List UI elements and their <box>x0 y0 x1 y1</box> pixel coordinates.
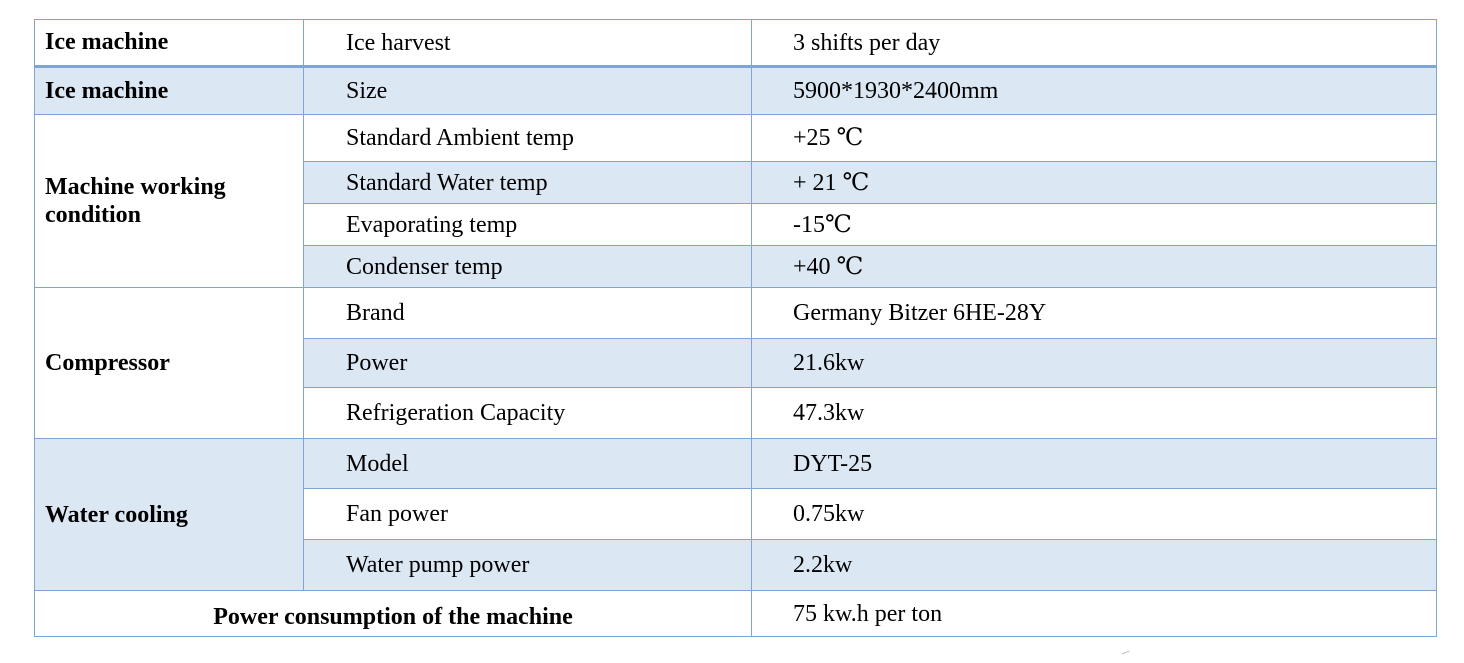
stray-mark <box>1121 650 1131 657</box>
table-row: Ice machine Ice harvest 3 shifts per day <box>34 19 1437 67</box>
category-cell: Compressor <box>34 287 304 439</box>
value-cell: -15℃ <box>751 203 1437 246</box>
parameter-cell: Fan power <box>303 488 752 540</box>
parameter-cell: Ice harvest <box>303 19 752 67</box>
parameter-cell: Condenser temp <box>303 245 752 288</box>
parameter-cell: Standard Water temp <box>303 161 752 204</box>
value-cell: Germany Bitzer 6HE-28Y <box>751 287 1437 339</box>
value-cell: DYT-25 <box>751 438 1437 489</box>
value-cell: +40 ℃ <box>751 245 1437 288</box>
value-cell: 3 shifts per day <box>751 19 1437 67</box>
value-cell: + 21 ℃ <box>751 161 1437 204</box>
spec-table: Ice machine Ice harvest 3 shifts per day… <box>34 19 1437 637</box>
parameter-cell: Refrigeration Capacity <box>303 387 752 439</box>
table-row: Machine working condition Standard Ambie… <box>34 114 1437 288</box>
parameter-cell: Size <box>303 65 752 115</box>
table-row: Ice machine Size 5900*1930*2400mm <box>34 65 1437 115</box>
value-cell: 21.6kw <box>751 338 1437 388</box>
category-cell: Ice machine <box>34 19 304 67</box>
parameter-cell: Evaporating temp <box>303 203 752 246</box>
parameter-cell: Standard Ambient temp <box>303 114 752 162</box>
table-row: Power consumption of the machine 75 kw.h… <box>34 590 1437 637</box>
value-cell: 2.2kw <box>751 539 1437 591</box>
parameter-cell: Brand <box>303 287 752 339</box>
category-cell: Ice machine <box>34 65 304 115</box>
parameter-cell: Model <box>303 438 752 489</box>
table-row: Refrigeration Capacity 47.3kw <box>35 387 1437 439</box>
table-row: Condenser temp +40 ℃ <box>35 245 1437 288</box>
power-consumption-value: 75 kw.h per ton <box>751 590 1437 637</box>
table-row: Standard Water temp + 21 ℃ <box>35 161 1437 204</box>
table-row: Compressor Brand Germany Bitzer 6HE-28Y <box>34 287 1437 439</box>
power-consumption-label: Power consumption of the machine <box>34 590 752 637</box>
value-cell: 0.75kw <box>751 488 1437 540</box>
table-row: Water cooling Model DYT-25 <box>34 438 1437 591</box>
parameter-cell: Water pump power <box>303 539 752 591</box>
value-cell: +25 ℃ <box>751 114 1437 162</box>
table-row: Fan power 0.75kw <box>35 488 1437 540</box>
value-cell: 5900*1930*2400mm <box>751 65 1437 115</box>
value-cell: 47.3kw <box>751 387 1437 439</box>
category-cell: Machine working condition <box>34 114 304 288</box>
table-row: Water pump power 2.2kw <box>35 539 1437 591</box>
parameter-cell: Power <box>303 338 752 388</box>
category-cell: Water cooling <box>34 438 304 591</box>
